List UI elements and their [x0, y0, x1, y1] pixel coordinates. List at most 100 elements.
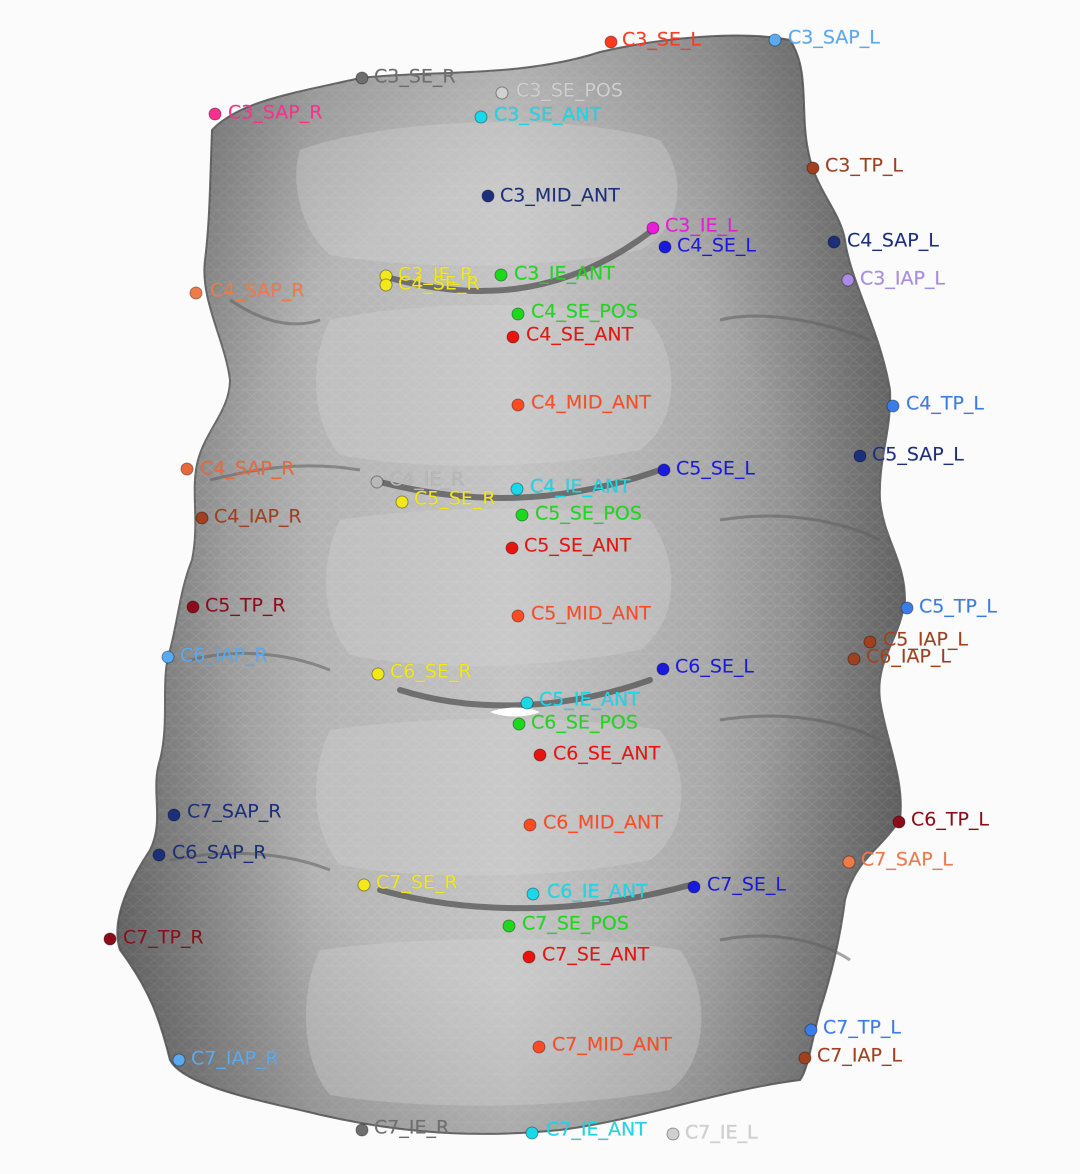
landmark-c6-tp-l[interactable]: C6_TP_L	[892, 808, 990, 831]
landmark-c7-ie-l[interactable]: C7_IE_L	[666, 1121, 758, 1144]
landmark-marker[interactable]	[604, 35, 618, 49]
landmark-c7-se-l[interactable]: C7_SE_L	[687, 873, 787, 896]
landmark-marker[interactable]	[886, 399, 900, 413]
landmark-marker[interactable]	[481, 189, 495, 203]
landmark-marker[interactable]	[525, 1126, 539, 1140]
landmark-marker[interactable]	[180, 462, 194, 476]
landmark-marker[interactable]	[656, 662, 670, 676]
landmark-marker[interactable]	[532, 1040, 546, 1054]
landmark-c6-se-ant[interactable]: C6_SE_ANT	[533, 742, 661, 765]
landmark-c7-se-pos[interactable]: C7_SE_POS	[502, 912, 629, 935]
landmark-c6-se-pos[interactable]: C6_SE_POS	[512, 711, 638, 734]
landmark-c5-se-l[interactable]: C5_SE_L	[657, 457, 756, 480]
landmark-c7-iap-r[interactable]: C7_IAP_R	[172, 1047, 279, 1070]
landmark-c3-se-l[interactable]: C3_SE_L	[604, 28, 702, 51]
landmark-marker[interactable]	[172, 1053, 186, 1067]
landmark-c7-iap-l[interactable]: C7_IAP_L	[798, 1044, 903, 1067]
landmark-marker[interactable]	[842, 855, 856, 869]
landmark-marker[interactable]	[167, 808, 181, 822]
landmark-c5-tp-l[interactable]: C5_TP_L	[900, 595, 998, 618]
landmark-marker[interactable]	[768, 33, 782, 47]
landmark-c7-mid-ant[interactable]: C7_MID_ANT	[532, 1033, 672, 1056]
landmark-marker[interactable]	[152, 848, 166, 862]
landmark-c5-sap-l[interactable]: C5_SAP_L	[853, 443, 965, 466]
landmark-c4-mid-ant[interactable]: C4_MID_ANT	[511, 391, 651, 414]
landmark-marker[interactable]	[103, 932, 117, 946]
landmark-marker[interactable]	[189, 286, 203, 300]
landmark-c5-iap-l[interactable]: C5_IAP_L	[863, 628, 969, 651]
landmark-marker[interactable]	[523, 818, 537, 832]
landmark-c4-iap-r[interactable]: C4_IAP_R	[195, 505, 302, 528]
landmark-c3-ie-r[interactable]: C3_IE_R	[379, 263, 473, 286]
landmark-c5-se-ant[interactable]: C5_SE_ANT	[505, 534, 632, 557]
landmark-marker[interactable]	[208, 107, 222, 121]
landmark-marker[interactable]	[827, 235, 841, 249]
landmark-marker[interactable]	[395, 495, 409, 509]
landmark-c3-se-pos[interactable]: C3_SE_POS	[495, 79, 623, 102]
landmark-c3-se-ant[interactable]: C3_SE_ANT	[474, 103, 602, 126]
landmark-marker[interactable]	[526, 887, 540, 901]
landmark-c6-iap-l[interactable]: C6_IAP_L	[847, 645, 952, 668]
landmark-marker[interactable]	[646, 221, 660, 235]
landmark-marker[interactable]	[186, 600, 200, 614]
landmark-marker[interactable]	[522, 950, 536, 964]
landmark-c7-ie-r[interactable]: C7_IE_R	[355, 1116, 449, 1139]
landmark-marker[interactable]	[804, 1023, 818, 1037]
landmark-marker[interactable]	[841, 273, 855, 287]
landmark-c6-sap-r[interactable]: C6_SAP_R	[152, 841, 267, 864]
landmark-c4-se-l[interactable]: C4_SE_L	[658, 234, 757, 257]
landmark-c7-se-r[interactable]: C7_SE_R	[357, 871, 458, 894]
landmark-marker[interactable]	[511, 398, 525, 412]
landmark-c4-se-pos[interactable]: C4_SE_POS	[511, 300, 638, 323]
landmark-c5-se-pos[interactable]: C5_SE_POS	[515, 502, 642, 525]
landmark-marker[interactable]	[863, 635, 877, 649]
landmark-marker[interactable]	[494, 268, 508, 282]
landmark-c4-se-r[interactable]: C4_SE_R	[379, 272, 480, 295]
landmark-marker[interactable]	[371, 667, 385, 681]
landmark-marker[interactable]	[510, 482, 524, 496]
landmark-c4-ie-ant[interactable]: C4_IE_ANT	[510, 475, 631, 498]
landmark-c7-sap-l[interactable]: C7_SAP_L	[842, 848, 954, 871]
landmark-marker[interactable]	[798, 1051, 812, 1065]
landmark-c6-se-l[interactable]: C6_SE_L	[656, 655, 755, 678]
landmark-marker[interactable]	[505, 541, 519, 555]
landmark-marker[interactable]	[806, 161, 820, 175]
landmark-c3-ie-l[interactable]: C3_IE_L	[646, 214, 738, 237]
landmark-marker[interactable]	[658, 240, 672, 254]
landmark-c5-ie-ant[interactable]: C5_IE_ANT	[520, 688, 640, 711]
landmark-c6-mid-ant[interactable]: C6_MID_ANT	[523, 811, 663, 834]
landmark-marker[interactable]	[506, 330, 520, 344]
landmark-marker[interactable]	[687, 880, 701, 894]
landmark-marker[interactable]	[495, 86, 509, 100]
landmark-c7-tp-r[interactable]: C7_TP_R	[103, 926, 204, 949]
landmark-c6-iap-r[interactable]: C6_IAP_R	[161, 644, 268, 667]
landmark-marker[interactable]	[515, 508, 529, 522]
landmark-c4-sap-r[interactable]: C4_SAP_R	[180, 457, 295, 480]
landmark-marker[interactable]	[847, 652, 861, 666]
landmark-marker[interactable]	[512, 717, 526, 731]
landmark-c3-sap-l[interactable]: C3_SAP_L	[768, 26, 881, 49]
landmark-c4-sap-l[interactable]: C4_SAP_L	[827, 229, 940, 252]
landmark-marker[interactable]	[533, 748, 547, 762]
landmark-c4-se-ant[interactable]: C4_SE_ANT	[506, 323, 634, 346]
landmark-c4-ie-r[interactable]: C4_IE_R	[370, 468, 464, 491]
landmark-c5-tp-r[interactable]: C5_TP_R	[186, 594, 286, 617]
landmark-c5-mid-ant[interactable]: C5_MID_ANT	[511, 602, 651, 625]
landmark-marker[interactable]	[892, 815, 906, 829]
landmark-marker[interactable]	[511, 307, 525, 321]
landmark-marker[interactable]	[161, 650, 175, 664]
landmark-marker[interactable]	[195, 511, 209, 525]
landmark-marker[interactable]	[370, 475, 384, 489]
landmark-marker[interactable]	[520, 696, 534, 710]
landmark-marker[interactable]	[357, 878, 371, 892]
landmark-c3-sap-r[interactable]: C3_SAP_R	[208, 101, 323, 124]
landmark-marker[interactable]	[474, 110, 488, 124]
landmark-c7-ie-ant[interactable]: C7_IE_ANT	[525, 1118, 647, 1141]
landmark-marker[interactable]	[511, 609, 525, 623]
landmark-c7-tp-l[interactable]: C7_TP_L	[804, 1016, 902, 1039]
landmark-c3-ie-ant[interactable]: C3_IE_ANT	[494, 262, 615, 285]
landmark-c3-mid-ant[interactable]: C3_MID_ANT	[481, 184, 620, 207]
landmark-c7-sap-r[interactable]: C7_SAP_R	[167, 800, 282, 823]
landmark-c3-se-r[interactable]: C3_SE_R	[355, 65, 456, 88]
